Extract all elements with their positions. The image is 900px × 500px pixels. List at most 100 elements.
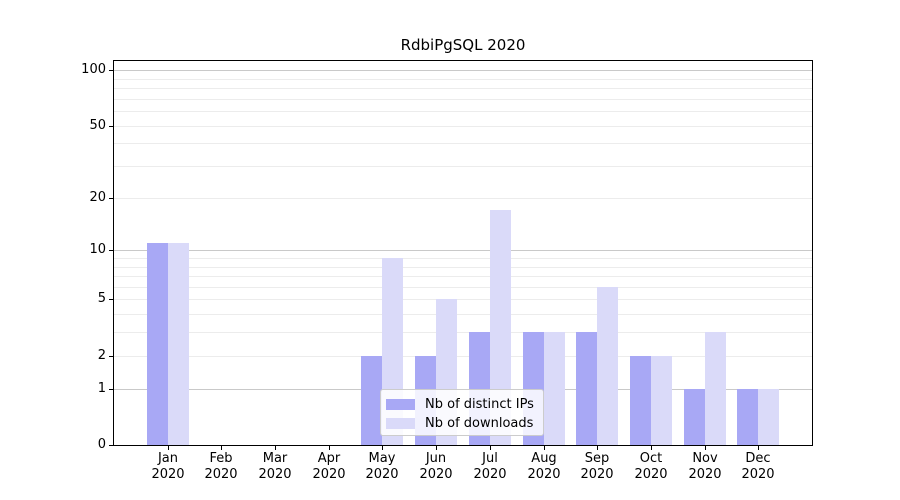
bar-nb-of-downloads-jul-2020: [490, 210, 511, 445]
x-tick-mark-feb: [221, 446, 222, 450]
x-tick-month: Aug: [531, 451, 557, 466]
x-tick-year: 2020: [688, 467, 722, 482]
x-tick-mark-jan: [168, 446, 169, 450]
gridline-minor-7: [114, 276, 812, 277]
x-tick-year: 2020: [151, 467, 185, 482]
x-tick-mark-dec: [758, 446, 759, 450]
y-tick-mark-50: [109, 126, 113, 127]
gridline-minor-70: [114, 99, 812, 100]
x-tick-year: 2020: [419, 467, 453, 482]
legend-item-downloads: Nb of downloads: [386, 414, 537, 433]
bar-nb-of-distinct-ips-jan-2020: [147, 243, 168, 445]
gridline-minor-3: [114, 332, 812, 333]
x-tick-mark-nov: [705, 446, 706, 450]
x-tick-label-aug: Aug 2020: [512, 451, 576, 483]
x-tick-year: 2020: [473, 467, 507, 482]
x-tick-mark-mar: [275, 446, 276, 450]
x-tick-label-oct: Oct 2020: [619, 451, 683, 483]
gridline-minor-2: [114, 356, 812, 357]
x-tick-mark-may: [382, 446, 383, 450]
y-tick-mark-1: [109, 389, 113, 390]
x-tick-mark-sep: [597, 446, 598, 450]
legend-swatch-downloads: [386, 418, 415, 429]
x-tick-month: Apr: [317, 451, 341, 466]
y-tick-mark-100: [109, 70, 113, 71]
x-tick-label-may: May 2020: [350, 451, 414, 483]
legend-item-distinct-ips: Nb of distinct IPs: [386, 395, 537, 414]
bar-nb-of-distinct-ips-sep-2020: [576, 332, 597, 445]
gridline-minor-20: [114, 198, 812, 199]
y-tick-mark-5: [109, 299, 113, 300]
gridline-major-10: [114, 250, 812, 251]
x-tick-mark-apr: [329, 446, 330, 450]
x-tick-label-sep: Sep 2020: [565, 451, 629, 483]
y-tick-mark-20: [109, 198, 113, 199]
bar-nb-of-downloads-jan-2020: [168, 243, 189, 445]
y-tick-label-0: 0: [97, 437, 106, 452]
gridline-minor-90: [114, 79, 812, 80]
y-tick-label-2: 2: [97, 348, 106, 363]
x-tick-year: 2020: [634, 467, 668, 482]
x-tick-year: 2020: [204, 467, 238, 482]
x-tick-mark-oct: [651, 446, 652, 450]
y-tick-mark-10: [109, 250, 113, 251]
y-tick-label-100: 100: [81, 62, 106, 77]
gridline-minor-60: [114, 111, 812, 112]
x-tick-month: Sep: [584, 451, 610, 466]
x-tick-month: Jul: [482, 451, 498, 466]
x-tick-label-jun: Jun 2020: [404, 451, 468, 483]
legend-label-distinct-ips: Nb of distinct IPs: [425, 397, 534, 412]
bar-nb-of-downloads-nov-2020: [705, 332, 726, 445]
bar-nb-of-downloads-aug-2020: [544, 332, 565, 445]
y-tick-label-50: 50: [89, 118, 106, 133]
chart-title: RdbiPgSQL 2020: [400, 36, 526, 54]
bar-nb-of-downloads-sep-2020: [597, 287, 618, 445]
x-tick-label-mar: Mar 2020: [243, 451, 307, 483]
x-tick-year: 2020: [741, 467, 775, 482]
bar-nb-of-downloads-dec-2020: [758, 389, 779, 445]
x-tick-label-dec: Dec 2020: [726, 451, 790, 483]
legend-swatch-distinct-ips: [386, 399, 415, 410]
y-tick-label-20: 20: [89, 190, 106, 205]
bar-nb-of-distinct-ips-dec-2020: [737, 389, 758, 445]
x-tick-year: 2020: [365, 467, 399, 482]
x-tick-label-feb: Feb 2020: [189, 451, 253, 483]
bar-nb-of-distinct-ips-nov-2020: [684, 389, 705, 445]
legend: Nb of distinct IPs Nb of downloads: [380, 389, 544, 436]
x-tick-year: 2020: [580, 467, 614, 482]
x-tick-month: Feb: [209, 451, 233, 466]
x-tick-month: Oct: [639, 451, 663, 466]
gridline-minor-9: [114, 258, 812, 259]
x-tick-mark-jul: [490, 446, 491, 450]
x-tick-year: 2020: [312, 467, 346, 482]
x-tick-label-apr: Apr 2020: [297, 451, 361, 483]
x-tick-mark-aug: [544, 446, 545, 450]
gridline-minor-30: [114, 166, 812, 167]
y-tick-label-10: 10: [89, 242, 106, 257]
x-tick-label-jul: Jul 2020: [458, 451, 522, 483]
gridline-minor-5: [114, 299, 812, 300]
x-tick-month: Jun: [425, 451, 447, 466]
gridline-major-100: [114, 70, 812, 71]
bar-nb-of-distinct-ips-may-2020: [361, 356, 382, 445]
legend-label-downloads: Nb of downloads: [425, 416, 534, 431]
gridline-minor-6: [114, 287, 812, 288]
x-tick-month: Jan: [157, 451, 179, 466]
y-tick-label-1: 1: [97, 381, 106, 396]
bar-nb-of-downloads-oct-2020: [651, 356, 672, 445]
gridline-minor-4: [114, 314, 812, 315]
x-tick-month: Mar: [262, 451, 288, 466]
y-tick-label-5: 5: [97, 291, 106, 306]
x-tick-year: 2020: [258, 467, 292, 482]
gridline-minor-80: [114, 88, 812, 89]
x-tick-month: Nov: [692, 451, 718, 466]
x-tick-year: 2020: [527, 467, 561, 482]
gridline-minor-40: [114, 143, 812, 144]
x-tick-month: Dec: [745, 451, 771, 466]
x-tick-label-nov: Nov 2020: [673, 451, 737, 483]
gridline-minor-8: [114, 267, 812, 268]
x-tick-month: May: [368, 451, 396, 466]
bar-nb-of-distinct-ips-oct-2020: [630, 356, 651, 445]
y-tick-mark-2: [109, 356, 113, 357]
